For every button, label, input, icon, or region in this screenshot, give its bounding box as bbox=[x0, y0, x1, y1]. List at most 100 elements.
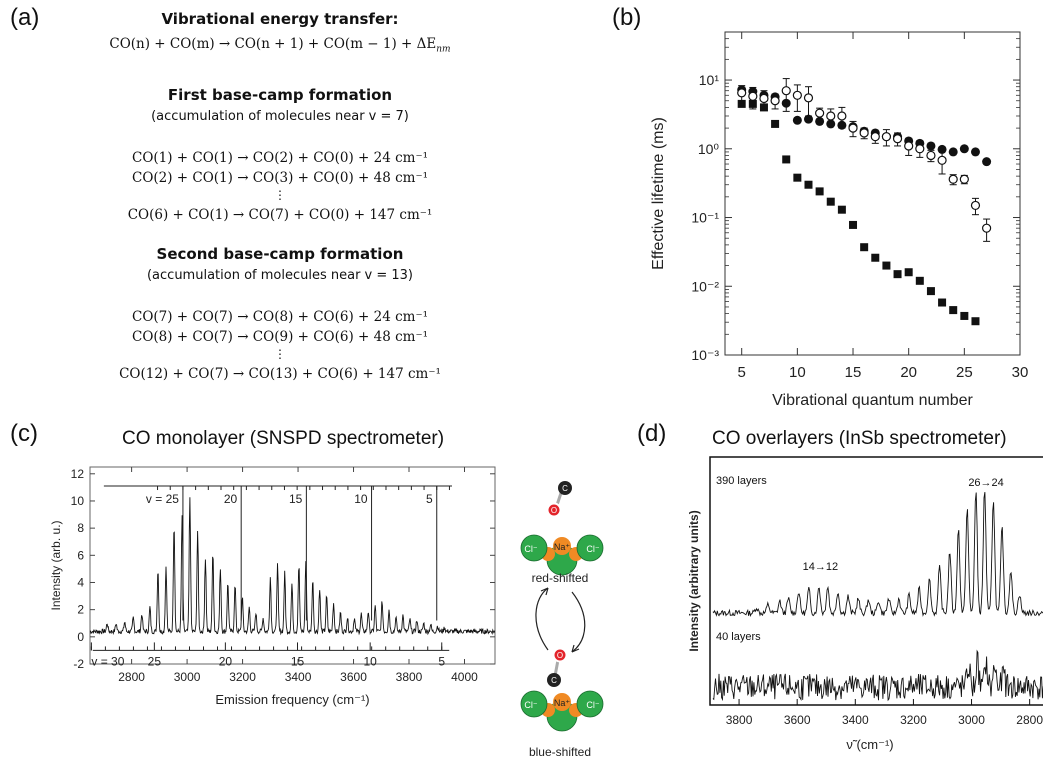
y-tick-label: 10⁻¹ bbox=[691, 210, 719, 226]
cl-ion bbox=[576, 690, 604, 718]
ellipsis-vertical: ⋮ bbox=[274, 347, 286, 361]
open-circle-point bbox=[959, 174, 969, 184]
carbon-atom bbox=[547, 673, 561, 687]
x-axis-label: Vibrational quantum number bbox=[772, 392, 973, 409]
filled-circle-point bbox=[982, 157, 992, 167]
filled-circle-point bbox=[815, 116, 825, 126]
x-tick-label: 30 bbox=[1012, 364, 1029, 381]
x-tick-label: 3400 bbox=[842, 713, 869, 727]
cycle-arrow bbox=[535, 587, 549, 651]
open-circle-point bbox=[781, 86, 791, 96]
annotation-26-24: 26→24 bbox=[968, 477, 1003, 489]
equation-row: CO(7) + CO(7) → CO(8) + CO(6) + 24 cm⁻¹ bbox=[131, 309, 429, 325]
oxygen-atom-label: O bbox=[557, 651, 563, 660]
na-ion-label: Na⁺ bbox=[554, 698, 571, 708]
top-scale-label: 5 bbox=[426, 492, 433, 506]
trace-label-390: 390 layers bbox=[716, 475, 767, 487]
equation-row: CO(6) + CO(1) → CO(7) + CO(0) + 147 cm⁻¹ bbox=[127, 207, 433, 223]
filled-circle-point bbox=[837, 120, 847, 130]
open-circle-point bbox=[982, 223, 992, 233]
open-circle-point bbox=[915, 144, 925, 154]
cl-ion bbox=[520, 534, 548, 562]
x-tick-label: 2800 bbox=[1016, 713, 1043, 727]
open-circle-point bbox=[837, 111, 847, 121]
cl-ion-label: Cl⁻ bbox=[586, 544, 599, 554]
heading-first-base-camp: First base-camp formation bbox=[167, 86, 393, 104]
open-circle-point bbox=[859, 128, 869, 138]
y-axis-label: Intensity (arb. u.) bbox=[49, 520, 63, 610]
oxygen-atom bbox=[546, 502, 562, 518]
carbon-atom bbox=[558, 481, 572, 495]
open-circle-point bbox=[748, 91, 758, 101]
square-point bbox=[849, 220, 858, 229]
panel-c-label: (c) bbox=[10, 420, 38, 447]
trace-40-layers bbox=[712, 649, 1043, 702]
square-point bbox=[737, 99, 746, 108]
x-tick-label: 2800 bbox=[118, 670, 145, 684]
open-circle-point bbox=[948, 174, 958, 184]
open-circle-point bbox=[892, 134, 903, 144]
panel-d-title: CO overlayers (InSb spectrometer) bbox=[712, 428, 1007, 449]
top-scale-label: 20 bbox=[224, 492, 238, 506]
panel-a-label: (a) bbox=[10, 4, 40, 31]
cl-ion bbox=[576, 534, 604, 562]
filled-circle-point bbox=[781, 98, 791, 108]
x-tick-label: 3200 bbox=[900, 713, 927, 727]
filled-circle-point bbox=[937, 144, 947, 154]
y-tick-label: -2 bbox=[73, 657, 84, 671]
bottom-scale-label: 25 bbox=[148, 654, 162, 668]
monolayer-spectrum-chart: -2 0 2 4 6 8 10 12 2800 3000 3200 3400 3600 3800 4000 E… bbox=[49, 466, 496, 707]
square-point bbox=[793, 173, 802, 182]
square-point bbox=[860, 243, 869, 252]
top-scale-label: 15 bbox=[289, 492, 303, 506]
plot-frame bbox=[724, 31, 1021, 356]
x-tick-label: 5 bbox=[738, 364, 746, 381]
square-point bbox=[771, 119, 780, 128]
square-point bbox=[960, 311, 969, 320]
open-circle-point bbox=[803, 93, 814, 103]
square-point bbox=[926, 287, 935, 296]
cl-ion-label: Cl⁻ bbox=[524, 544, 537, 554]
x-tick-label: 3400 bbox=[285, 670, 312, 684]
open-circle-point bbox=[937, 155, 947, 165]
bottom-scale-label: 10 bbox=[363, 654, 377, 668]
x-tick-label: 4000 bbox=[451, 670, 478, 684]
na-ion bbox=[553, 693, 571, 711]
note-second-base-camp: (accumulation of molecules near v = 13) bbox=[146, 268, 414, 283]
equation-row: CO(12) + CO(7) → CO(13) + CO(6) + 147 cm… bbox=[119, 366, 441, 382]
carbon-atom-label: C bbox=[562, 484, 568, 493]
y-tick-label: 10⁰ bbox=[698, 141, 720, 157]
filled-circle-point bbox=[826, 119, 836, 129]
cl-ion-label: Cl⁻ bbox=[524, 700, 537, 710]
note-first-base-camp: (accumulation of molecules near v = 7) bbox=[151, 109, 409, 124]
open-circle-point bbox=[770, 96, 780, 106]
filled-circle-point bbox=[803, 114, 813, 124]
y-tick-label: 10 bbox=[71, 494, 85, 508]
heading-vibrational-energy-transfer: Vibrational energy transfer: bbox=[161, 10, 399, 28]
arrow-head bbox=[540, 587, 549, 596]
filled-circle-point bbox=[926, 141, 936, 151]
x-tick-label: 10 bbox=[789, 364, 806, 381]
equation-row: CO(8) + CO(7) → CO(9) + CO(6) + 48 cm⁻¹ bbox=[131, 329, 429, 345]
square-point bbox=[804, 180, 813, 189]
open-circle-point bbox=[870, 132, 880, 142]
x-tick-label: 3000 bbox=[958, 713, 985, 727]
ellipsis-vertical: ⋮ bbox=[274, 188, 286, 202]
filled-circle-point bbox=[948, 147, 958, 157]
red-shifted-label: red-shifted bbox=[532, 571, 589, 585]
open-circle-point bbox=[826, 111, 836, 121]
y-axis-label: Intensity (arbitrary units) bbox=[687, 510, 701, 651]
square-point bbox=[815, 187, 824, 196]
y-tick-label: 6 bbox=[77, 548, 84, 562]
open-circle-point bbox=[881, 132, 892, 142]
square-point bbox=[782, 155, 791, 164]
square-point bbox=[871, 253, 880, 262]
general-equation-text: CO(n) + CO(m) → CO(n + 1) + CO(m − 1) + … bbox=[109, 36, 437, 52]
panel-c-title: CO monolayer (SNSPD spectrometer) bbox=[122, 428, 445, 449]
open-circle-point bbox=[815, 108, 825, 118]
oxygen-atom bbox=[552, 647, 568, 663]
x-tick-label: 3200 bbox=[229, 670, 256, 684]
na-ion-label: Na⁺ bbox=[554, 542, 571, 552]
square-point bbox=[915, 276, 924, 285]
oxygen-atom-label: O bbox=[551, 506, 557, 515]
